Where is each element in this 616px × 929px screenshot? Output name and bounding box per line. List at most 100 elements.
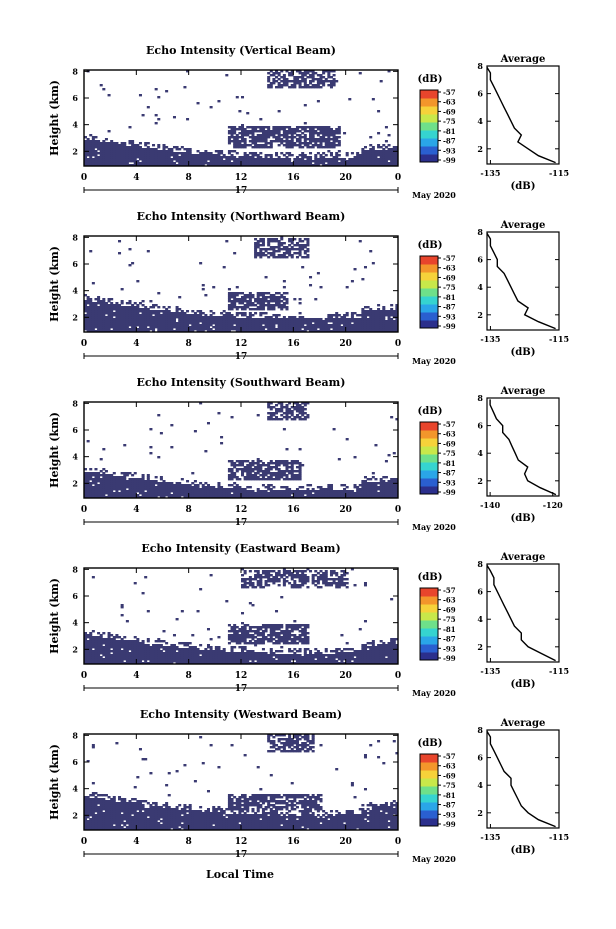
echo-cell bbox=[243, 328, 247, 331]
echo-cell bbox=[162, 306, 166, 309]
echo-cell bbox=[188, 318, 192, 321]
echo-cell bbox=[353, 322, 357, 325]
echo-cell bbox=[175, 324, 179, 327]
echo-cell bbox=[209, 324, 213, 327]
echo-cell bbox=[392, 486, 396, 489]
echo-cell bbox=[345, 318, 349, 321]
echo-cell bbox=[324, 70, 328, 73]
echo-cell bbox=[123, 318, 127, 321]
echo-cell bbox=[277, 126, 281, 129]
echo-cell bbox=[277, 464, 281, 467]
echo-cell bbox=[188, 154, 192, 157]
echo-cell bbox=[382, 164, 386, 167]
echo-cell bbox=[371, 328, 375, 331]
echo-cell bbox=[183, 312, 187, 315]
echo-cell bbox=[86, 144, 90, 147]
echo-cell bbox=[243, 164, 247, 167]
echo-cell bbox=[288, 144, 292, 147]
echo-cell bbox=[107, 656, 111, 659]
echo-cell bbox=[141, 656, 145, 659]
echo-cell bbox=[356, 322, 360, 325]
echo-cell bbox=[149, 314, 153, 317]
echo-cell bbox=[227, 324, 231, 327]
echo-cell bbox=[167, 330, 171, 333]
echo-cell bbox=[288, 494, 292, 497]
echo-cell bbox=[199, 318, 203, 321]
echo-cell bbox=[162, 314, 166, 317]
echo-cell bbox=[259, 162, 263, 165]
echo-cell bbox=[282, 130, 286, 133]
echo-cell bbox=[84, 152, 88, 155]
echo-cell bbox=[86, 162, 90, 165]
echo-cell bbox=[329, 316, 333, 319]
echo-cell bbox=[102, 662, 106, 665]
echo-cell bbox=[230, 158, 234, 161]
echo-cell bbox=[225, 326, 229, 329]
echo-cell bbox=[238, 302, 242, 305]
echo-cell bbox=[138, 484, 142, 487]
echo-cell bbox=[133, 306, 137, 309]
echo-cell bbox=[301, 248, 305, 251]
echo-cell bbox=[251, 324, 255, 327]
echo-cell bbox=[159, 156, 163, 159]
echo-cell bbox=[392, 484, 396, 487]
echo-cell bbox=[329, 496, 333, 499]
echo-cell bbox=[374, 316, 378, 319]
echo-cell bbox=[288, 126, 292, 129]
echo-cell bbox=[259, 128, 263, 131]
echo-cell bbox=[180, 652, 184, 655]
echo-cell bbox=[309, 322, 313, 325]
echo-cell bbox=[154, 160, 158, 163]
echo-cell bbox=[272, 330, 276, 333]
echo-cell bbox=[314, 154, 318, 157]
echo-cell bbox=[264, 470, 268, 473]
echo-cell bbox=[319, 140, 323, 143]
echo-cell bbox=[319, 158, 323, 161]
echo-cell bbox=[290, 254, 294, 257]
echo-cell bbox=[277, 256, 281, 259]
echo-cell bbox=[191, 162, 195, 165]
echo-cell bbox=[251, 470, 255, 473]
echo-cell bbox=[133, 640, 137, 643]
echo-cell bbox=[99, 662, 103, 665]
echo-cell bbox=[99, 478, 103, 481]
echo-cell bbox=[183, 644, 187, 647]
echo-cell bbox=[141, 488, 145, 491]
echo-cell bbox=[144, 320, 148, 323]
echo-cell bbox=[152, 326, 156, 329]
echo-cell bbox=[298, 72, 302, 75]
echo-cell bbox=[382, 158, 386, 161]
echo-cell bbox=[348, 162, 352, 165]
echo-cell bbox=[311, 74, 315, 77]
echo-cell bbox=[235, 322, 239, 325]
echo-cell bbox=[290, 418, 294, 421]
echo-cell bbox=[392, 330, 396, 333]
echo-cell bbox=[94, 468, 98, 471]
echo-cell bbox=[241, 314, 245, 317]
echo-cell bbox=[172, 648, 176, 651]
echo-cell bbox=[220, 436, 224, 439]
colorbar-swatch bbox=[420, 462, 438, 471]
echo-cell bbox=[227, 490, 231, 493]
echo-cell bbox=[395, 488, 399, 491]
echo-cell bbox=[238, 494, 242, 497]
echo-cell bbox=[212, 330, 216, 333]
echo-cell bbox=[382, 162, 386, 165]
echo-cell bbox=[227, 156, 231, 159]
echo-cell bbox=[238, 306, 242, 309]
echo-cell bbox=[170, 148, 174, 151]
echo-cell bbox=[196, 494, 200, 497]
echo-cell bbox=[178, 148, 182, 151]
echo-cell bbox=[387, 484, 391, 487]
echo-cell bbox=[285, 496, 289, 499]
echo-cell bbox=[337, 326, 341, 329]
echo-cell bbox=[324, 142, 328, 145]
echo-cell bbox=[243, 152, 247, 155]
echo-cell bbox=[282, 306, 286, 309]
echo-cell bbox=[144, 662, 148, 665]
echo-cell bbox=[314, 84, 318, 87]
echo-cell bbox=[390, 480, 394, 483]
echo-cell bbox=[322, 324, 326, 327]
echo-cell bbox=[264, 300, 268, 303]
echo-cell bbox=[125, 642, 129, 645]
